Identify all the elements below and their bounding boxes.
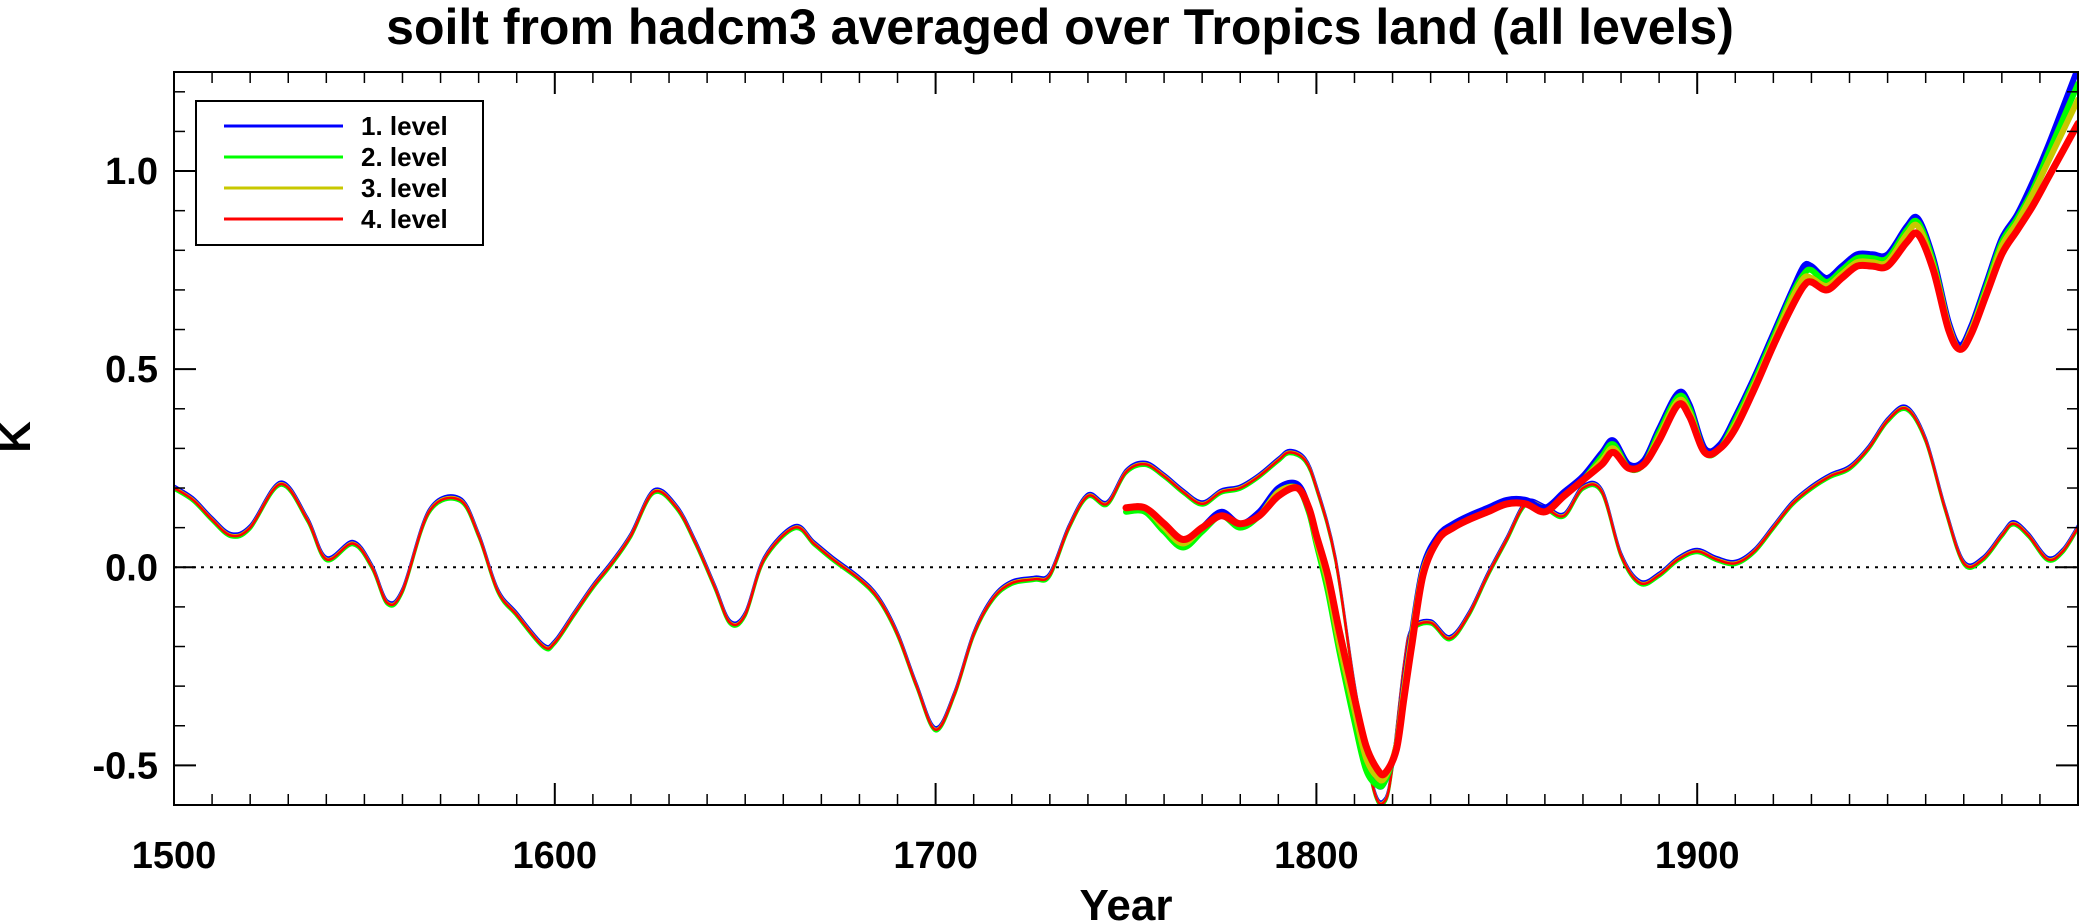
chart-title: soilt from hadcm3 averaged over Tropics …: [386, 0, 1734, 55]
x-axis-title: Year: [1080, 881, 1173, 923]
short-run-2-level-line: [1123, 80, 2078, 790]
y-tick-label: -0.5: [93, 745, 158, 787]
short-run-4-level-line: [1122, 120, 2078, 779]
legend-label: 4. level: [361, 204, 448, 234]
x-tick-label: 1500: [132, 835, 217, 877]
long-run-3-level-line: [174, 406, 2078, 805]
x-tick-label: 1800: [1274, 835, 1359, 877]
axes: 1500 1600 1700 1800 1900 -0.5 0.0 0.5 1.0: [93, 72, 2078, 877]
long-run-4-level-line: [174, 406, 2078, 805]
x-tick-label: 1900: [1655, 835, 1740, 877]
y-tick-label: 1.0: [105, 151, 158, 193]
x-tick-label: 1700: [893, 835, 978, 877]
y-tick-label: 0.5: [105, 349, 158, 391]
short-run-3-level-line: [1123, 96, 2078, 784]
y-axis-title: K: [0, 421, 40, 453]
series-lines: [174, 72, 2078, 805]
legend-label: 1. level: [361, 111, 448, 141]
short-run-1-level-line: [1123, 72, 2078, 790]
long-run-1-level-line: [174, 404, 2078, 803]
legend-label: 3. level: [361, 173, 448, 203]
y-tick-label: 0.0: [105, 547, 158, 589]
legend-label: 2. level: [361, 142, 448, 172]
x-tick-label: 1600: [513, 835, 598, 877]
